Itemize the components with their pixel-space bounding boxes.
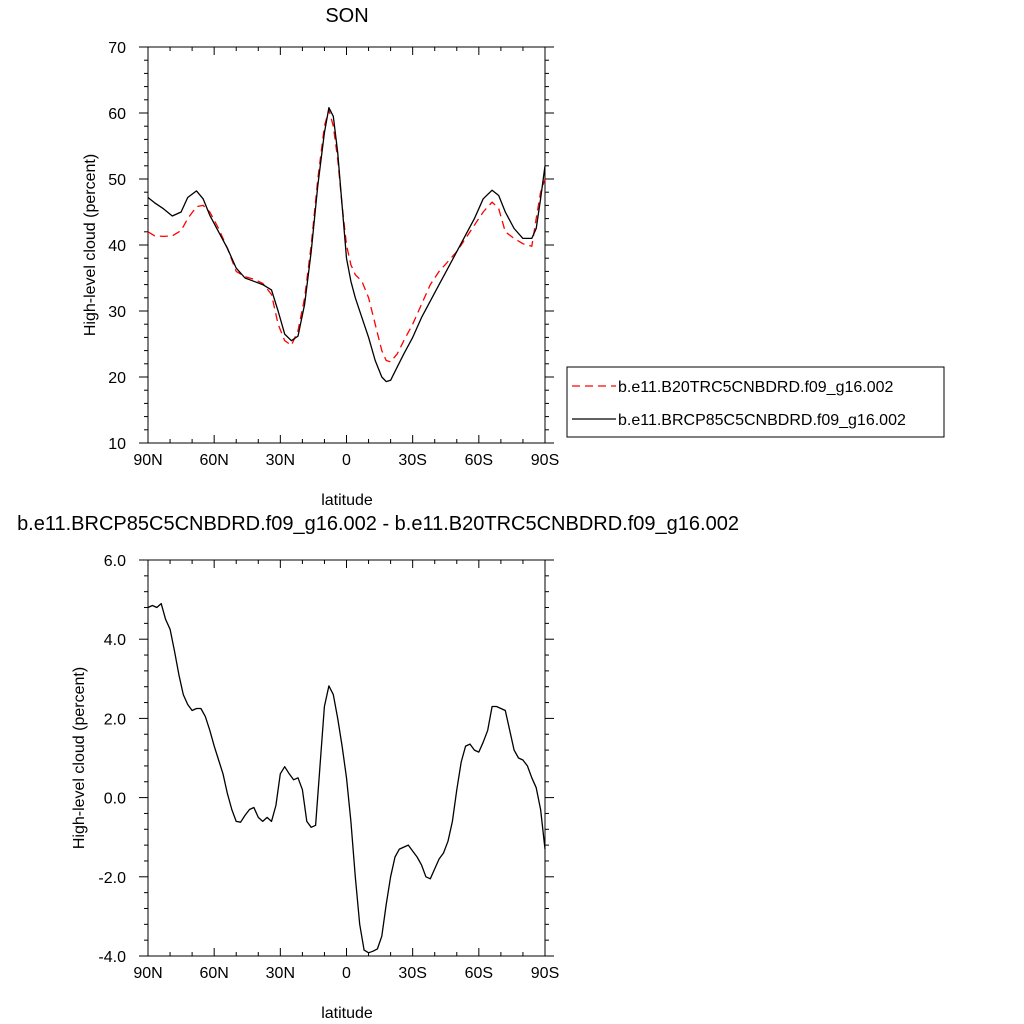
bottom-x-tick-label: 90N	[133, 965, 162, 982]
legend-label-series-1: b.e11.B20TRC5CNBDRD.f09_g16.002	[618, 379, 894, 396]
top-y-tick-label: 40	[108, 238, 126, 255]
top-y-tick-label: 50	[108, 172, 126, 189]
top-series-line-1	[147, 109, 546, 363]
bottom-y-axis-label: High-level cloud (percent)	[71, 667, 88, 849]
top-series	[147, 107, 546, 383]
bottom-x-tick-label: 60S	[465, 965, 493, 982]
bottom-chart-title: b.e11.BRCP85C5CNBDRD.f09_g16.002 - b.e11…	[17, 513, 739, 535]
bottom-y-tick-label: 6.0	[104, 553, 126, 570]
top-y-tick-label: 20	[108, 370, 126, 387]
bottom-x-tick-label: 90S	[531, 965, 559, 982]
top-chart-title: SON	[325, 5, 368, 27]
bottom-x-tick-label: 30S	[398, 965, 426, 982]
bottom-panel: b.e11.BRCP85C5CNBDRD.f09_g16.002 - b.e11…	[17, 513, 739, 1022]
top-x-axis-label: latitude	[321, 492, 373, 509]
top-y-tick-label: 70	[108, 40, 126, 57]
top-ticks: 90N 60N 30N 0 30S 60S 90S 10 20 30 40 50 60 70	[108, 40, 559, 469]
top-x-tick-label: 60N	[199, 452, 228, 469]
bottom-y-tick-label: 0.0	[104, 791, 126, 808]
top-x-tick-label: 0	[342, 452, 351, 469]
legend-label-series-2: b.e11.BRCP85C5CNBDRD.f09_g16.002	[618, 412, 906, 429]
top-panel: SON 90N 60N 30N 0 30S 60S 90S 10 20 30 40 50 60 70 la…	[82, 5, 945, 509]
bottom-x-tick-label: 60N	[199, 965, 228, 982]
bottom-y-tick-label: 2.0	[104, 711, 126, 728]
bottom-ticks: 90N 60N 30N 0 30S 60S 90S -4.0 -2.0 0.0 2.0 4.0 6.0	[98, 553, 559, 982]
bottom-series-line-1	[147, 602, 546, 954]
bottom-x-tick-label: 30N	[266, 965, 295, 982]
legend-frame	[566, 366, 945, 438]
top-x-tick-label: 90N	[133, 452, 162, 469]
top-x-tick-label: 30S	[398, 452, 426, 469]
top-y-tick-label: 60	[108, 106, 126, 123]
bottom-y-tick-label: 4.0	[104, 632, 126, 649]
top-x-tick-label: 90S	[531, 452, 559, 469]
bottom-y-tick-label: -2.0	[98, 870, 126, 887]
top-y-tick-label: 10	[108, 436, 126, 453]
legend: b.e11.B20TRC5CNBDRD.f09_g16.002 b.e11.BR…	[566, 366, 945, 438]
bottom-x-axis-label: latitude	[321, 1005, 373, 1022]
bottom-y-tick-label: -4.0	[98, 949, 126, 966]
bottom-series	[147, 602, 546, 954]
bottom-plot-frame	[147, 559, 546, 957]
top-y-axis-label: High-level cloud (percent)	[82, 154, 99, 336]
top-plot-frame	[147, 46, 546, 444]
bottom-x-tick-label: 0	[342, 965, 351, 982]
top-series-line-2	[147, 107, 546, 383]
top-x-tick-label: 30N	[266, 452, 295, 469]
top-x-tick-label: 60S	[465, 452, 493, 469]
top-y-tick-label: 30	[108, 304, 126, 321]
